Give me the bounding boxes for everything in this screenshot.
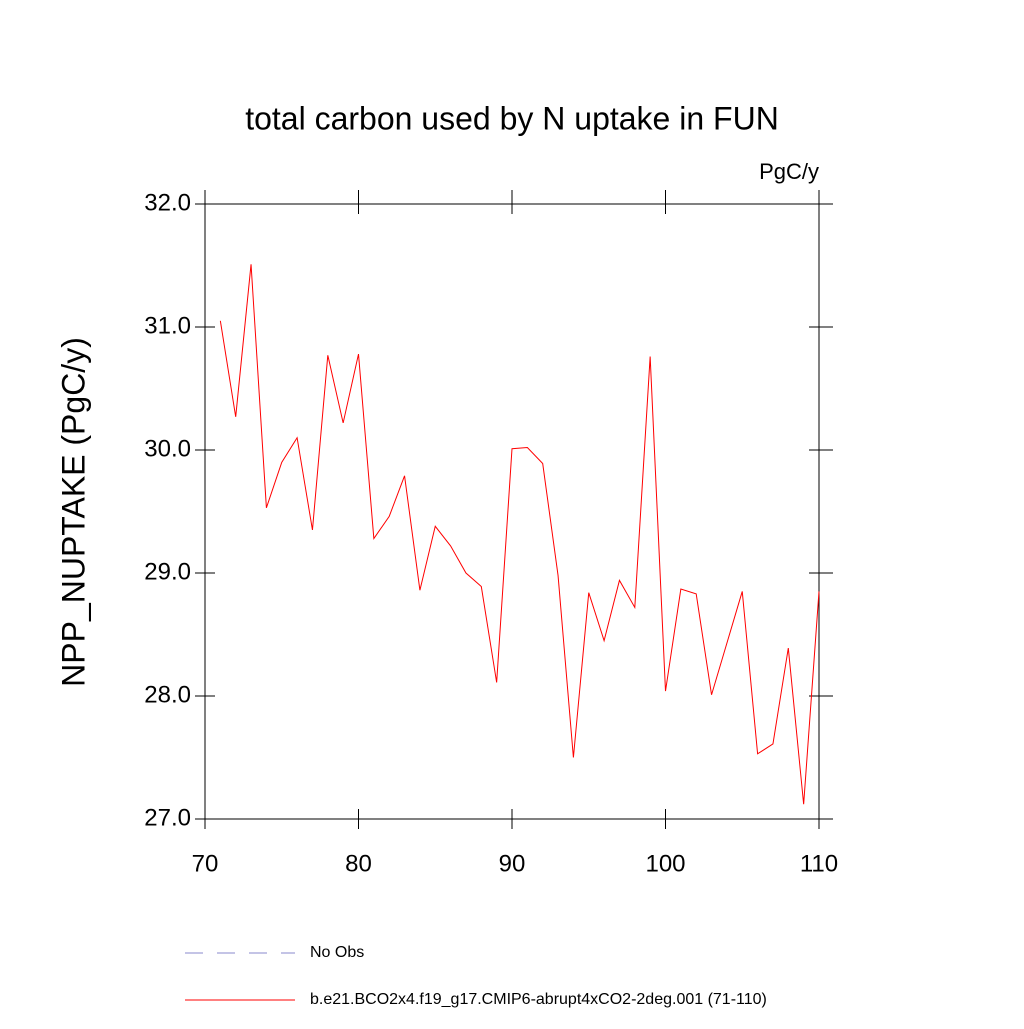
legend-label: b.e21.BCO2x4.f19_g17.CMIP6-abrupt4xCO2-2… <box>310 991 767 1008</box>
x-tick-label: 80 <box>345 850 372 877</box>
y-tick-label: 30.0 <box>144 435 191 462</box>
legend-label: No Obs <box>310 944 364 961</box>
data-line <box>219 264 820 805</box>
y-tick-label: 28.0 <box>144 681 191 708</box>
units-label: PgC/y <box>759 159 819 184</box>
y-tick-label: 32.0 <box>144 189 191 216</box>
y-axis-label: NPP_NUPTAKE (PgC/y) <box>55 337 91 687</box>
chart-title: total carbon used by N uptake in FUN <box>245 100 779 136</box>
x-tick-label: 110 <box>800 850 838 877</box>
x-tick-label: 70 <box>192 850 219 877</box>
y-tick-label: 31.0 <box>144 312 191 339</box>
x-tick-label: 100 <box>645 850 685 877</box>
x-tick-label: 90 <box>499 850 526 877</box>
y-tick-label: 27.0 <box>144 804 191 831</box>
y-tick-label: 29.0 <box>144 558 191 585</box>
plot-frame <box>204 203 820 820</box>
